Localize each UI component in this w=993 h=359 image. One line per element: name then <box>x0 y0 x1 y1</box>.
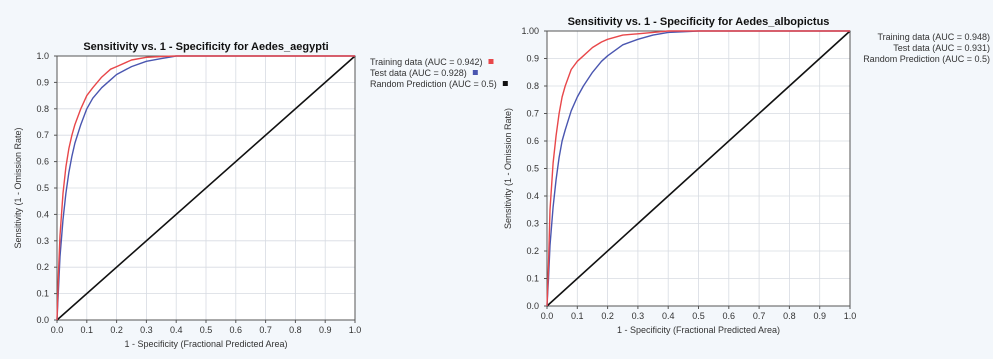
y-tick-label: 0.4 <box>526 191 539 201</box>
x-tick-label: 0.6 <box>723 311 736 321</box>
x-tick-label: 1.0 <box>349 325 362 335</box>
x-tick-label: 0.1 <box>81 325 94 335</box>
y-tick-label: 0.8 <box>526 81 539 91</box>
y-tick-label: 0.2 <box>526 246 539 256</box>
x-tick-label: 0.5 <box>692 311 705 321</box>
legend-entry-test: Test data (AUC = 0.931) <box>893 43 990 53</box>
y-tick-label: 0.7 <box>36 130 49 140</box>
y-tick-label: 0.3 <box>36 236 49 246</box>
y-tick-label: 1.00 <box>521 26 539 36</box>
y-axis-label: Sensitivity (1 - Omission Rate) <box>13 127 23 248</box>
legend-marker <box>502 81 508 86</box>
y-tick-label: 0.6 <box>526 136 539 146</box>
training-series-line <box>56 55 355 321</box>
x-tick-label: 0.4 <box>170 325 183 335</box>
x-tick-label: 1.0 <box>844 311 857 321</box>
x-tick-label: 0.5 <box>200 325 213 335</box>
x-tick-label: 0.3 <box>632 311 645 321</box>
y-tick-label: 0.9 <box>36 77 49 87</box>
y-tick-label: 0.1 <box>526 274 539 284</box>
legend-entry-random: Random Prediction (AUC = 0.5) <box>863 54 990 64</box>
x-tick-label: 0.8 <box>783 311 796 321</box>
random-prediction-line <box>546 30 851 307</box>
y-tick-label: 0.2 <box>36 262 49 272</box>
y-tick-label: 0.9 <box>526 54 539 64</box>
y-tick-label: 0.1 <box>36 289 49 299</box>
x-tick-label: 0.4 <box>662 311 675 321</box>
y-tick-label: 0.5 <box>36 183 49 193</box>
x-axis-label: 1 - Specificity (Fractional Predicted Ar… <box>124 339 287 349</box>
y-tick-label: 0.7 <box>526 109 539 119</box>
chart-2: 0.0 0.1 0.2 0.3 0.4 0.5 0.6 0.7 0.8 0.9 1.0 0.0 0.1 0… <box>503 16 990 335</box>
legend-entry-training: Training data (AUC = 0.942) <box>370 57 482 67</box>
random-prediction-line <box>56 55 356 321</box>
y-tick-label: 0.5 <box>526 164 539 174</box>
x-tick-label: 0.1 <box>571 311 584 321</box>
training-series-line <box>546 30 850 307</box>
x-tick-label: 0.3 <box>140 325 153 335</box>
y-tick-label: 0.4 <box>36 209 49 219</box>
legend-entry-test: Test data (AUC = 0.928) <box>370 68 467 78</box>
chart-title: Sensitivity vs. 1 - Specificity for Aede… <box>568 16 830 28</box>
x-tick-label: 0.2 <box>601 311 614 321</box>
legend-marker <box>472 70 478 75</box>
chart-1: 0.0 0.1 0.2 0.3 0.4 0.5 0.6 0.7 0.8 0.9 1.0 0.0 0.1 0… <box>13 41 508 349</box>
chart-title: Sensitivity vs. 1 - Specificity for Aede… <box>83 41 328 53</box>
x-tick-label: 0.0 <box>51 325 64 335</box>
legend-marker <box>488 59 494 64</box>
x-tick-label: 0.9 <box>319 325 332 335</box>
legend-entry-random: Random Prediction (AUC = 0.5) <box>370 79 497 89</box>
y-tick-label: 0.6 <box>36 157 49 167</box>
x-axis-label: 1 - Specificity (Fractional Predicted Ar… <box>617 325 780 335</box>
x-tick-label: 0.0 <box>541 311 554 321</box>
x-tick-label: 0.2 <box>110 325 123 335</box>
y-tick-label: 1.0 <box>36 51 49 61</box>
y-tick-label: 0.8 <box>36 104 49 114</box>
y-tick-label: 0.3 <box>526 219 539 229</box>
x-tick-label: 0.7 <box>753 311 766 321</box>
y-tick-label: 0.0 <box>36 315 49 325</box>
x-tick-label: 0.8 <box>289 325 302 335</box>
y-axis-label: Sensitivity (1 - Omission Rate) <box>503 108 513 229</box>
y-tick-label: 0.0 <box>526 301 539 311</box>
x-tick-label: 0.7 <box>259 325 272 335</box>
x-tick-label: 0.6 <box>230 325 243 335</box>
legend-entry-training: Training data (AUC = 0.948) <box>878 32 990 42</box>
x-tick-label: 0.9 <box>813 311 826 321</box>
